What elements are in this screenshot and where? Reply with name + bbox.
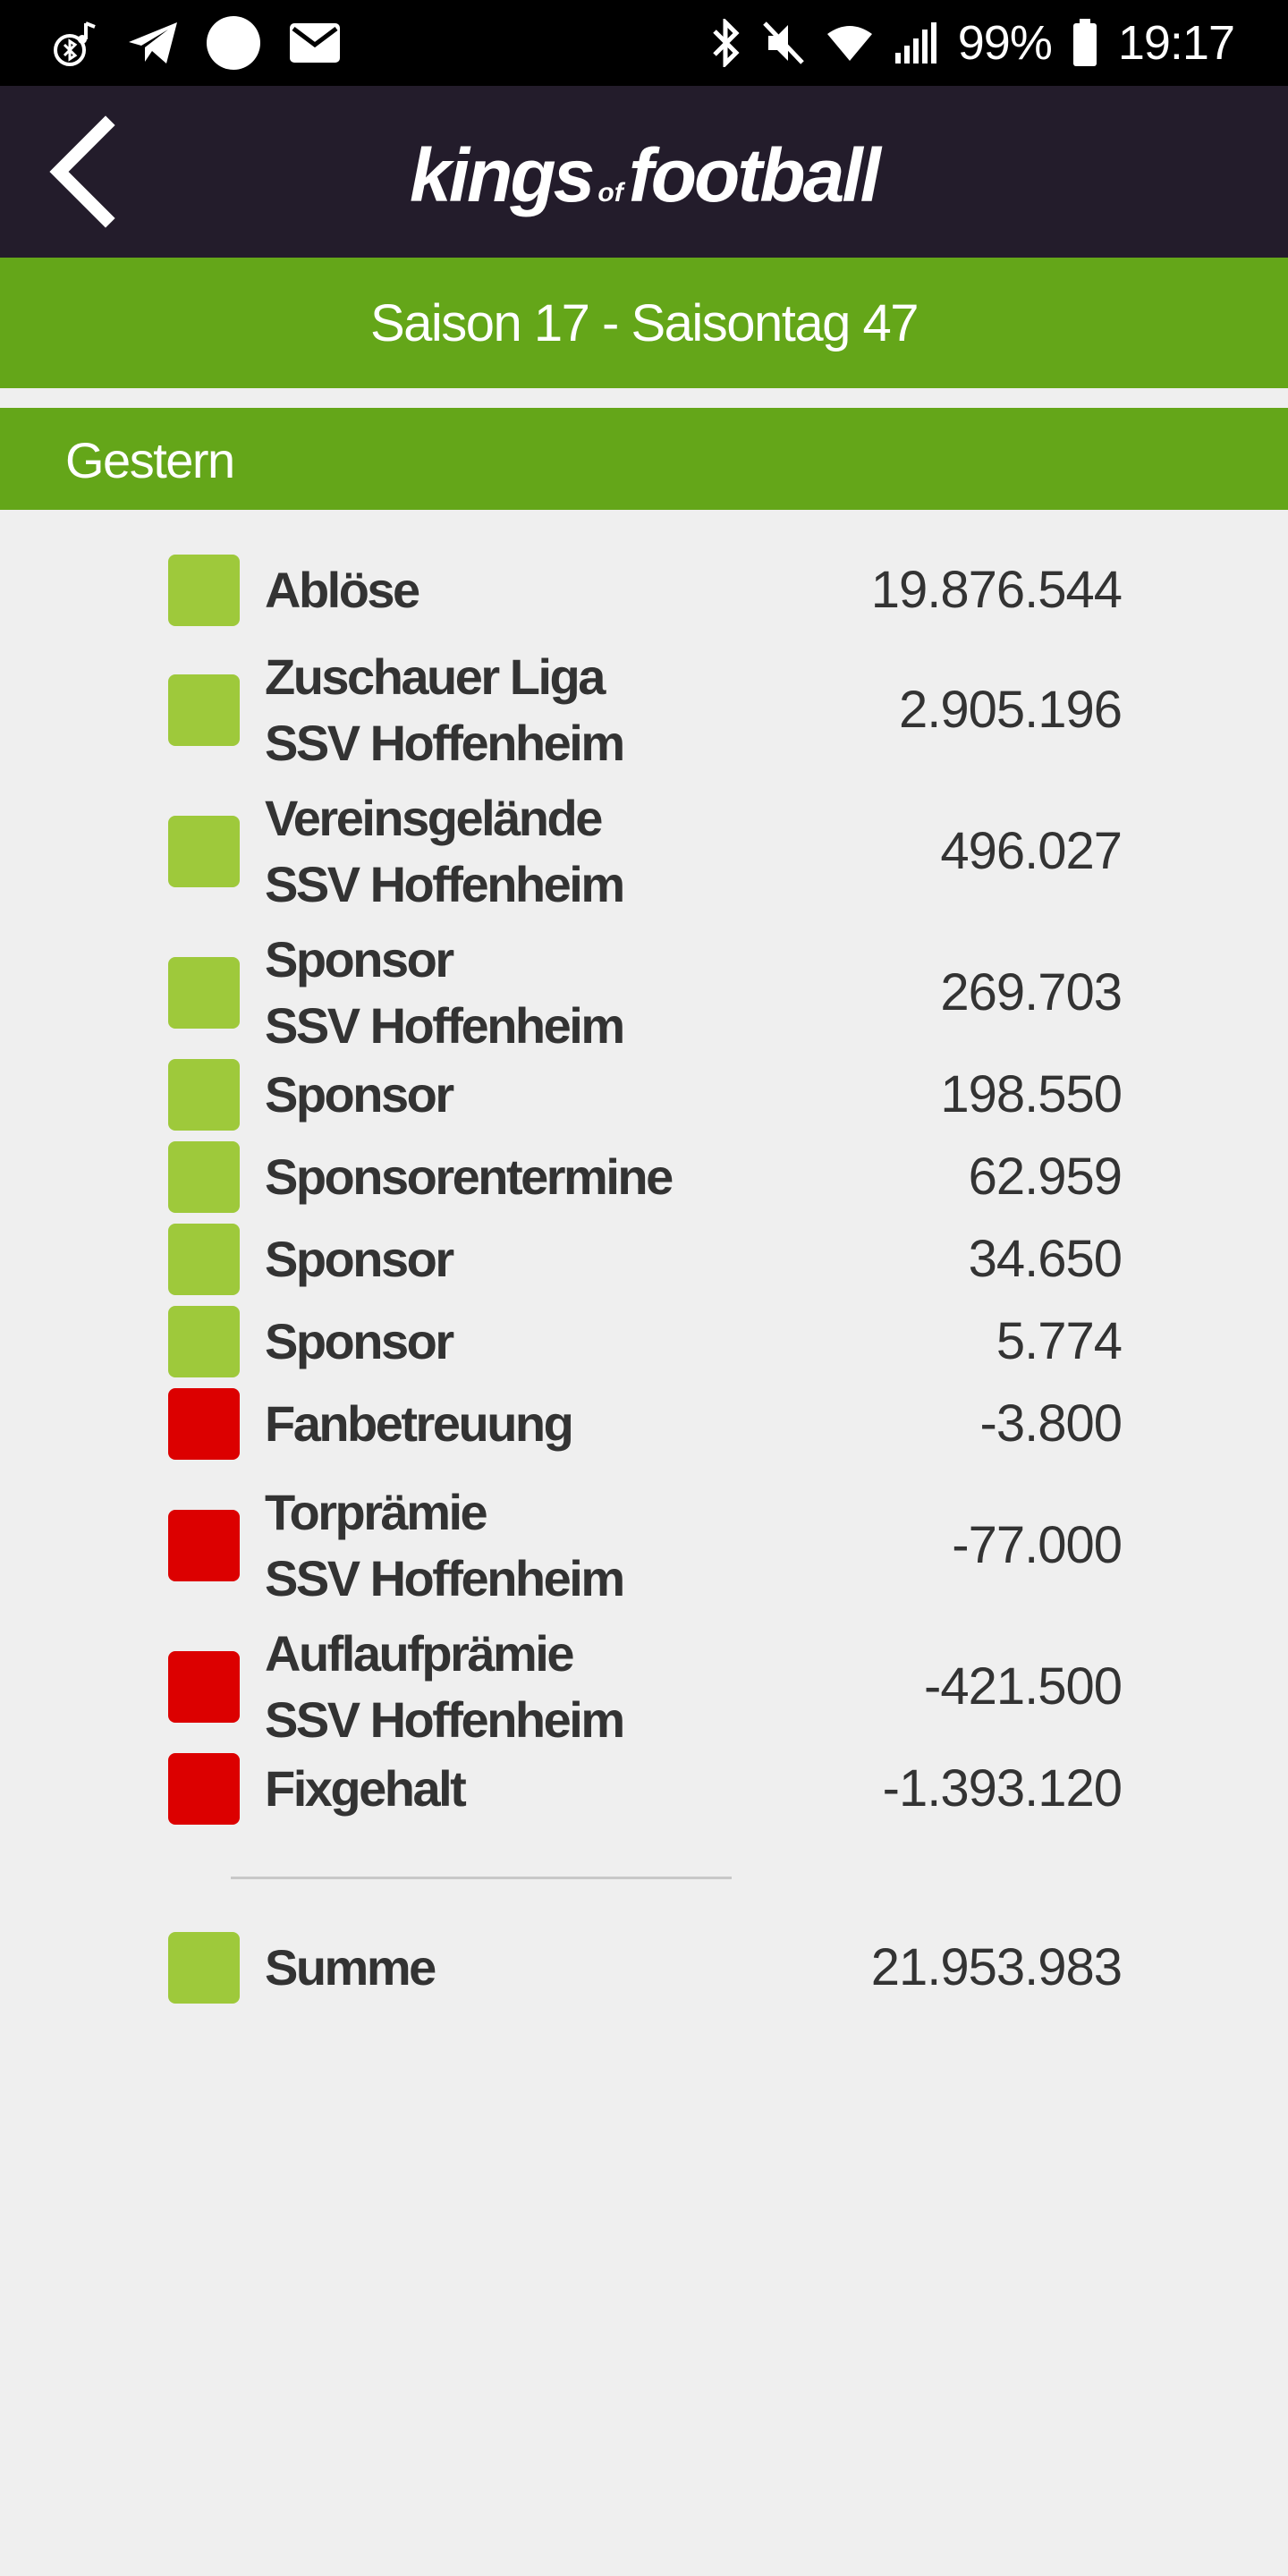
row-value: 5.774 (996, 1312, 1123, 1370)
row-value: 2.905.196 (898, 681, 1123, 739)
row-color-swatch (168, 555, 240, 626)
row-color-swatch (168, 1224, 240, 1295)
finance-row: Sponsor 5.774 (0, 1306, 1288, 1377)
row-value: 496.027 (940, 822, 1123, 880)
total-color-swatch (168, 1932, 240, 2004)
section-header-yesterday[interactable]: Gestern (0, 408, 1288, 510)
row-label-line1: Sponsor (265, 1313, 454, 1369)
logo-word-football: football (628, 133, 881, 217)
circle-icon (206, 15, 261, 71)
finance-row: Ablöse 19.876.544 (0, 555, 1288, 626)
row-value: 62.959 (968, 1148, 1123, 1206)
season-day-bar: Saison 17 - Saisontag 47 (0, 258, 1288, 388)
row-color-swatch (168, 1059, 240, 1131)
finance-row: Zuschauer Liga SSV Hoffenheim 2.905.196 (0, 644, 1288, 776)
row-label: Auflaufprämie SSV Hoffenheim (265, 1621, 625, 1753)
bluetooth-music-icon (50, 18, 100, 68)
clock: 19:17 (1117, 16, 1235, 70)
row-value: -421.500 (924, 1657, 1123, 1716)
row-label-line1: Sponsorentermine (265, 1148, 674, 1205)
row-label-line2: SSV Hoffenheim (265, 1691, 625, 1748)
logo-word-of: of (597, 178, 623, 208)
finance-row: Sponsor 198.550 (0, 1059, 1288, 1131)
back-button[interactable] (43, 113, 132, 231)
season-day-label: Saison 17 - Saisontag 47 (369, 293, 919, 352)
row-color-swatch (168, 957, 240, 1029)
chevron-left-icon (49, 115, 115, 228)
finance-row: Fanbetreuung -3.800 (0, 1388, 1288, 1460)
telegram-icon (127, 21, 179, 65)
row-label-line2: SSV Hoffenheim (265, 997, 625, 1054)
row-color-swatch (168, 1306, 240, 1377)
mute-icon (761, 20, 806, 66)
row-label: Sponsor (265, 1309, 454, 1375)
row-label-line1: Auflaufprämie (265, 1625, 574, 1682)
finance-row: Fixgehalt -1.393.120 (0, 1753, 1288, 1825)
row-label-line1: Zuschauer Liga (265, 648, 606, 705)
mail-icon (288, 21, 342, 64)
row-label-line1: Vereinsgelände (265, 790, 603, 846)
row-label-line1: Fanbetreuung (265, 1395, 574, 1452)
wifi-icon (826, 23, 874, 63)
row-color-swatch (168, 1510, 240, 1581)
finance-row: Sponsorentermine 62.959 (0, 1141, 1288, 1213)
battery-icon (1072, 19, 1098, 67)
logo-word-kings: kings (409, 133, 595, 217)
row-label-line1: Ablöse (265, 562, 420, 618)
finance-row: Vereinsgelände SSV Hoffenheim 496.027 (0, 785, 1288, 918)
row-label: Zuschauer Liga SSV Hoffenheim (265, 644, 625, 776)
finance-row: Sponsor SSV Hoffenheim 269.703 (0, 927, 1288, 1059)
row-label-line2: SSV Hoffenheim (265, 1550, 625, 1606)
row-value: 19.876.544 (870, 561, 1123, 619)
row-value: 198.550 (940, 1065, 1123, 1123)
app-logo: kings offootball (0, 132, 1288, 219)
row-label-line2: SSV Hoffenheim (265, 715, 625, 771)
row-label: Sponsor SSV Hoffenheim (265, 927, 625, 1059)
finance-row: Sponsor 34.650 (0, 1224, 1288, 1295)
row-label-line2: SSV Hoffenheim (265, 856, 625, 912)
total-row: Summe 21.953.983 (0, 1932, 1288, 2004)
row-color-swatch (168, 816, 240, 887)
row-label-line1: Torprämie (265, 1484, 488, 1540)
row-label: Sponsor (265, 1226, 454, 1292)
row-value: -77.000 (952, 1516, 1123, 1574)
row-color-swatch (168, 1141, 240, 1213)
row-color-swatch (168, 674, 240, 746)
section-title: Gestern (65, 432, 235, 488)
sum-divider (231, 1877, 732, 1879)
row-color-swatch (168, 1753, 240, 1825)
app-header: kings offootball (0, 86, 1288, 258)
row-value: 34.650 (968, 1230, 1123, 1288)
row-label: Sponsor (265, 1062, 454, 1128)
finance-row: Torprämie SSV Hoffenheim -77.000 (0, 1479, 1288, 1612)
row-label-line1: Fixgehalt (265, 1760, 467, 1817)
signal-icon (894, 21, 938, 65)
row-label: Fixgehalt (265, 1756, 467, 1822)
total-label: Summe (265, 1939, 436, 1996)
row-label-line1: Sponsor (265, 1231, 454, 1287)
row-label: Fanbetreuung (265, 1391, 574, 1457)
finance-row: Auflaufprämie SSV Hoffenheim -421.500 (0, 1621, 1288, 1753)
row-value: -3.800 (979, 1394, 1123, 1453)
row-color-swatch (168, 1651, 240, 1723)
row-label: Torprämie SSV Hoffenheim (265, 1479, 625, 1612)
row-value: 269.703 (940, 963, 1123, 1021)
row-label: Sponsorentermine (265, 1144, 674, 1210)
row-label: Ablöse (265, 557, 420, 623)
row-value: -1.393.120 (882, 1759, 1123, 1818)
bluetooth-icon (711, 19, 741, 67)
total-value: 21.953.983 (870, 1938, 1123, 1996)
battery-percent: 99% (957, 16, 1053, 70)
row-label-line1: Sponsor (265, 931, 454, 987)
status-bar: 99% 19:17 (0, 0, 1288, 86)
row-color-swatch (168, 1388, 240, 1460)
row-label: Vereinsgelände SSV Hoffenheim (265, 785, 625, 918)
row-label-line1: Sponsor (265, 1066, 454, 1123)
